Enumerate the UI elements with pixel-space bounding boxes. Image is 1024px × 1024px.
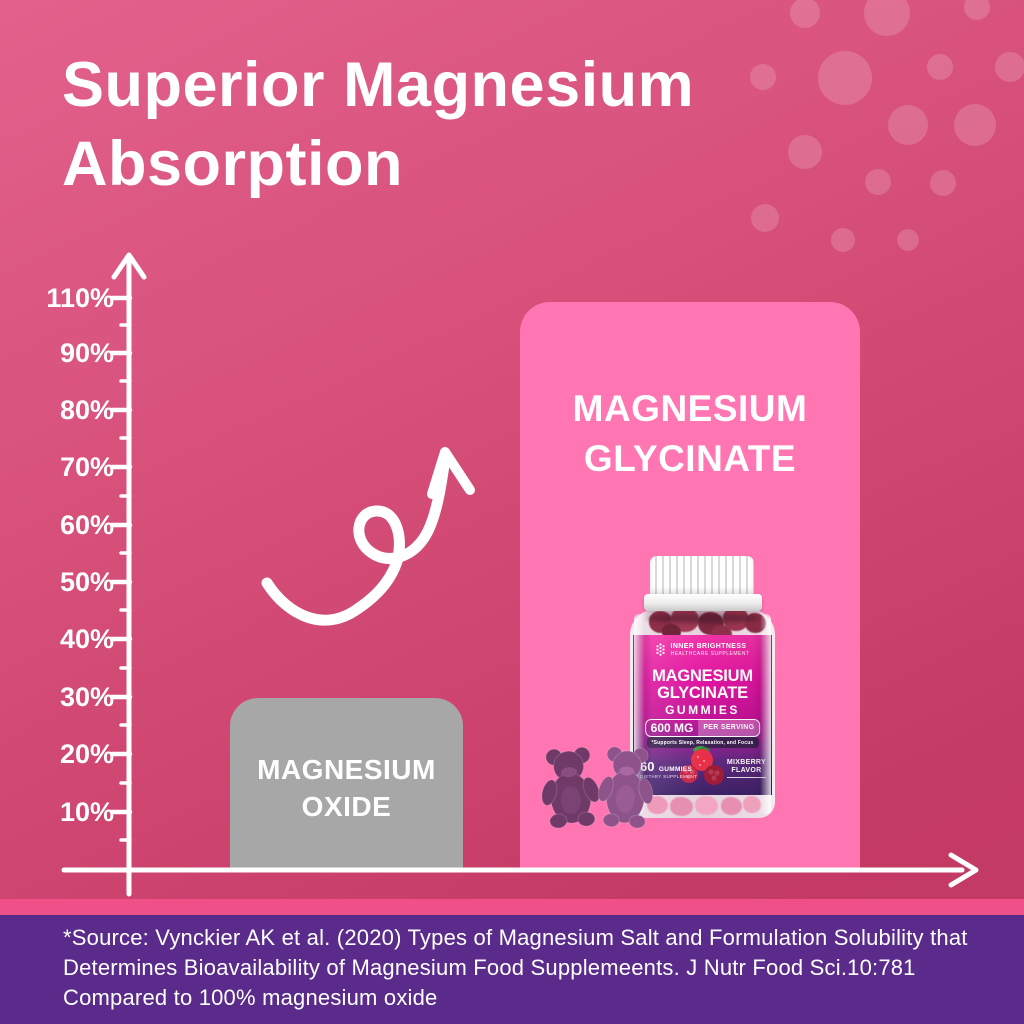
bar-label-magnesium-glycinate: MAGNESIUM GLYCINATE	[520, 384, 860, 484]
brand-name: INNER BRIGHTNESS	[670, 643, 747, 650]
source-line-3: Compared to 100% magnesium oxide	[63, 985, 438, 1010]
x-axis-arrowhead-icon	[948, 852, 979, 888]
y-tick-label: 80%	[59, 395, 114, 425]
decor-dot	[751, 204, 779, 232]
product-name-line-2: GLYCINATE	[657, 684, 748, 702]
berries-icon	[679, 745, 724, 785]
decor-dot	[897, 229, 919, 251]
inner-brightness-logo-icon	[656, 643, 666, 656]
brand-row: INNER BRIGHTNESS HEALTHCARE SUPPLEMENT	[633, 643, 772, 657]
decor-dot	[864, 0, 910, 36]
gummy-in-jar	[670, 797, 693, 816]
brand-subtitle: HEALTHCARE SUPPLEMENT	[670, 651, 750, 657]
gummy-in-jar	[743, 796, 761, 813]
gummy-in-jar	[695, 796, 718, 815]
y-tick-label: 60%	[59, 510, 114, 540]
decor-dot	[964, 0, 990, 20]
source-footer: *Source: Vynckier AK et al. (2020) Types…	[0, 915, 1024, 1024]
dose-value: 600 MG	[650, 721, 694, 735]
decor-dot	[831, 228, 855, 252]
y-tick-label: 110%	[46, 283, 114, 313]
oxide-label-line-1: MAGNESIUM	[257, 754, 436, 785]
jar-highlight	[634, 614, 645, 814]
y-tick-label: 50%	[59, 567, 114, 597]
source-line-2: Determines Bioavailability of Magnesium …	[63, 955, 916, 980]
dose-suffix: PER SERVING	[698, 720, 760, 736]
product-bottle: INNER BRIGHTNESS HEALTHCARE SUPPLEMENT M…	[630, 556, 775, 818]
page-title: Superior Magnesium Absorption	[62, 46, 694, 204]
bar-label-magnesium-oxide: MAGNESIUM OXIDE	[230, 751, 463, 825]
bar-magnesium-oxide	[230, 698, 463, 872]
decor-dot	[995, 52, 1024, 82]
y-tick-label: 40%	[59, 624, 114, 654]
bottle-cap-rim	[644, 594, 762, 611]
y-axis-arrowhead-icon	[111, 252, 147, 280]
flavor-block: MIXBERRY FLAVOR	[726, 759, 766, 778]
product-form: GUMMIES	[665, 703, 740, 717]
title-line-2: Absorption	[62, 129, 403, 199]
glycinate-label-line-1: MAGNESIUM	[572, 388, 808, 429]
source-line-1: *Source: Vynckier AK et al. (2020) Types…	[63, 925, 968, 950]
decor-dot	[865, 169, 891, 195]
decor-dot	[818, 51, 872, 105]
y-tick-label: 70%	[59, 452, 114, 482]
decor-dot	[954, 104, 996, 146]
flavor-line-1: MIXBERRY	[726, 759, 766, 766]
divider-stripe	[0, 899, 1024, 915]
decor-dot	[750, 64, 776, 90]
gummy-in-jar	[721, 797, 742, 815]
gummy-count-label: GUMMIES	[658, 766, 693, 773]
y-tick-label: 20%	[59, 739, 114, 769]
dietary-supplement-label: DIETARY SUPPLEMENT	[640, 774, 698, 779]
growth-arrow-icon	[261, 447, 475, 626]
decor-dot	[888, 105, 928, 145]
product-label: INNER BRIGHTNESS HEALTHCARE SUPPLEMENT M…	[633, 635, 772, 795]
jar-neck-shadow	[646, 613, 759, 623]
y-tick-label: 90%	[59, 338, 114, 368]
y-tick-label: 10%	[59, 797, 114, 827]
title-line-1: Superior Magnesium	[62, 50, 695, 120]
decor-dot	[790, 0, 820, 28]
gummy-in-jar	[647, 796, 668, 814]
bottle-cap	[650, 556, 754, 595]
dose-badge: 600 MG PER SERVING	[644, 719, 761, 737]
product-name-line-1: MAGNESIUM	[652, 667, 753, 685]
y-tick-label: 30%	[59, 682, 114, 712]
decor-dot	[788, 135, 822, 169]
glycinate-label-line-2: GLYCINATE	[583, 438, 797, 479]
decor-dot	[930, 170, 956, 196]
jar-highlight	[760, 614, 771, 814]
product-claim: *Supports Sleep, Relaxation, and Focus	[646, 737, 759, 748]
gummy-bears	[541, 746, 654, 829]
flavor-line-2: FLAVOR	[731, 767, 762, 774]
decor-dot	[927, 54, 953, 80]
oxide-label-line-2: OXIDE	[301, 791, 392, 822]
